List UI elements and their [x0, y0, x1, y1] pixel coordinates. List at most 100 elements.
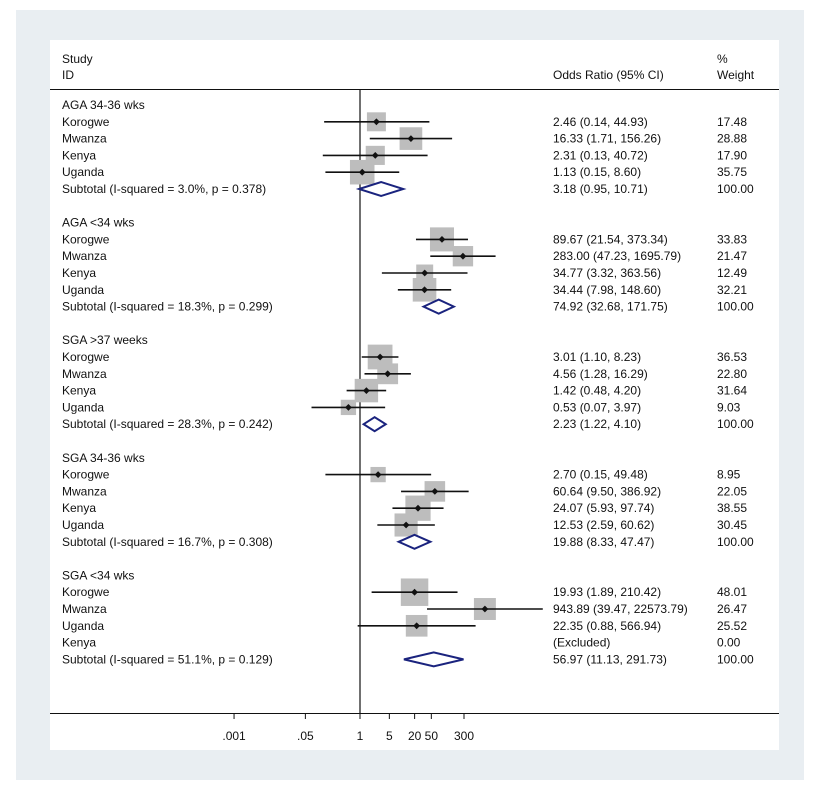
study-name: Uganda: [62, 400, 104, 414]
subtotal-row: Subtotal (I-squared = 18.3%, p = 0.299) 7…: [62, 298, 754, 315]
subtotal-row: Subtotal (I-squared = 51.1%, p = 0.129) 5…: [62, 651, 754, 668]
study-or-text: 283.00 (47.23, 1695.79): [553, 249, 681, 263]
x-tick: 20: [408, 713, 422, 743]
study-row: Korogwe 19.93 (1.89, 210.42) 48.01: [62, 578, 747, 606]
study-row: Uganda 12.53 (2.59, 60.62) 30.45: [62, 513, 747, 537]
study-name: Mwanza: [62, 249, 107, 263]
study-name: Mwanza: [62, 602, 107, 616]
group-label: AGA <34 wks: [62, 216, 134, 230]
study-or-text: 34.77 (3.32, 363.56): [553, 266, 661, 280]
subtotal-or-text: 2.23 (1.22, 4.10): [553, 417, 641, 431]
study-row: Kenya 1.42 (0.48, 4.20) 31.64: [62, 378, 747, 403]
subtotal-label: Subtotal (I-squared = 51.1%, p = 0.129): [62, 652, 273, 666]
study-weight: 8.95: [717, 468, 741, 482]
study-name: Uganda: [62, 165, 104, 179]
subtotal-weight: 100.00: [717, 652, 754, 666]
study-name: Kenya: [62, 384, 96, 398]
group-1: AGA 34-36 wks Korogwe 2.46 (0.14, 44.93) 17…: [62, 98, 754, 198]
header-weight-percent: %: [717, 52, 728, 66]
point-estimate: [413, 622, 421, 630]
study-or-text: 16.33 (1.71, 156.26): [553, 132, 661, 146]
subtotal-weight: 100.00: [717, 417, 754, 431]
subtotal-label: Subtotal (I-squared = 16.7%, p = 0.308): [62, 535, 273, 549]
study-or-text: (Excluded): [553, 636, 610, 650]
study-name: Korogwe: [62, 468, 110, 482]
study-name: Kenya: [62, 636, 96, 650]
study-name: Kenya: [62, 266, 96, 280]
x-tick-label: 300: [454, 729, 474, 743]
study-name: Kenya: [62, 148, 96, 162]
study-or-text: 24.07 (5.93, 97.74): [553, 501, 654, 515]
study-row: Kenya 2.31 (0.13, 40.72) 17.90: [62, 145, 747, 165]
study-weight: 35.75: [717, 165, 747, 179]
study-row: Mwanza 943.89 (39.47, 22573.79) 26.47: [62, 598, 747, 620]
subtotal-label: Subtotal (I-squared = 3.0%, p = 0.378): [62, 182, 266, 196]
study-weight: 9.03: [717, 400, 741, 414]
study-or-text: 60.64 (9.50, 386.92): [553, 484, 661, 498]
point-estimate: [345, 404, 352, 411]
study-or-text: 943.89 (39.47, 22573.79): [553, 602, 688, 616]
study-row: Korogwe 2.46 (0.14, 44.93) 17.48: [62, 112, 747, 132]
study-or-text: 2.70 (0.15, 49.48): [553, 468, 648, 482]
x-tick-label: 5: [386, 729, 393, 743]
study-name: Mwanza: [62, 367, 107, 381]
point-estimate: [384, 370, 392, 378]
study-name: Uganda: [62, 619, 104, 633]
point-estimate: [411, 588, 418, 596]
x-tick: .001: [222, 713, 246, 743]
study-weight: 17.90: [717, 148, 747, 162]
subtotal-or-text: 3.18 (0.95, 10.71): [553, 182, 648, 196]
study-row: Korogwe 89.67 (21.54, 373.34) 33.83: [62, 227, 747, 252]
study-weight: 12.49: [717, 266, 747, 280]
header-weight: Weight: [717, 68, 755, 82]
point-estimate: [421, 269, 429, 277]
group-label: SGA 34-36 wks: [62, 451, 145, 465]
subtotal-weight: 100.00: [717, 300, 754, 314]
study-weight: 0.00: [717, 636, 741, 650]
study-row: Kenya 34.77 (3.32, 363.56) 12.49: [62, 264, 747, 282]
point-estimate: [407, 135, 415, 142]
subtotal-diamond: [355, 180, 407, 198]
point-estimate: [402, 521, 410, 529]
study-or-text: 2.31 (0.13, 40.72): [553, 148, 648, 162]
study-name: Kenya: [62, 501, 96, 515]
group-5: SGA <34 wks Korogwe 19.93 (1.89, 210.42) 48…: [62, 568, 754, 668]
subtotal-weight: 100.00: [717, 182, 754, 196]
subtotal-or-text: 74.92 (32.68, 171.75): [553, 300, 668, 314]
group-3: SGA >37 weeks Korogwe 3.01 (1.10, 8.23) 36.…: [62, 333, 754, 433]
study-weight: 30.45: [717, 518, 747, 532]
header-odds-ratio: Odds Ratio (95% CI): [553, 68, 664, 82]
study-weight: 21.47: [717, 249, 747, 263]
point-estimate: [358, 168, 366, 176]
study-weight: 32.21: [717, 283, 747, 297]
study-row: Uganda 22.35 (0.88, 566.94) 25.52: [62, 614, 747, 637]
study-weight: 26.47: [717, 602, 747, 616]
x-tick: 300: [454, 713, 474, 743]
x-tick: 5: [386, 713, 393, 743]
point-estimate: [376, 353, 384, 361]
subtotal-row: Subtotal (I-squared = 28.3%, p = 0.242) 2…: [62, 416, 754, 433]
subtotal-row: Subtotal (I-squared = 3.0%, p = 0.378) 3.…: [62, 180, 754, 198]
study-row: Mwanza 4.56 (1.28, 16.29) 22.80: [62, 363, 747, 385]
x-tick-label: 20: [408, 729, 422, 743]
subtotal-diamond: [396, 533, 433, 550]
study-row: Uganda 1.13 (0.15, 8.60) 35.75: [62, 159, 747, 185]
point-estimate: [373, 118, 380, 126]
study-row: Kenya (Excluded) 0.00: [62, 636, 741, 650]
subtotal-label: Subtotal (I-squared = 28.3%, p = 0.242): [62, 417, 273, 431]
study-or-text: 4.56 (1.28, 16.29): [553, 367, 648, 381]
study-weight: 38.55: [717, 501, 747, 515]
subtotal-label: Subtotal (I-squared = 18.3%, p = 0.299): [62, 300, 273, 314]
study-row: Korogwe 2.70 (0.15, 49.48) 8.95: [62, 466, 741, 483]
study-row: Mwanza 283.00 (47.23, 1695.79) 21.47: [62, 246, 747, 267]
study-weight: 17.48: [717, 115, 747, 129]
x-tick: 1: [357, 713, 364, 743]
study-or-text: 2.46 (0.14, 44.93): [553, 115, 648, 129]
subtotal-or-text: 19.88 (8.33, 47.47): [553, 535, 654, 549]
study-or-text: 34.44 (7.98, 148.60): [553, 283, 661, 297]
point-estimate: [414, 504, 422, 512]
study-or-text: 19.93 (1.89, 210.42): [553, 585, 661, 599]
x-tick-label: .05: [297, 729, 314, 743]
study-row: Uganda 34.44 (7.98, 148.60) 32.21: [62, 278, 747, 302]
study-weight: 31.64: [717, 384, 747, 398]
